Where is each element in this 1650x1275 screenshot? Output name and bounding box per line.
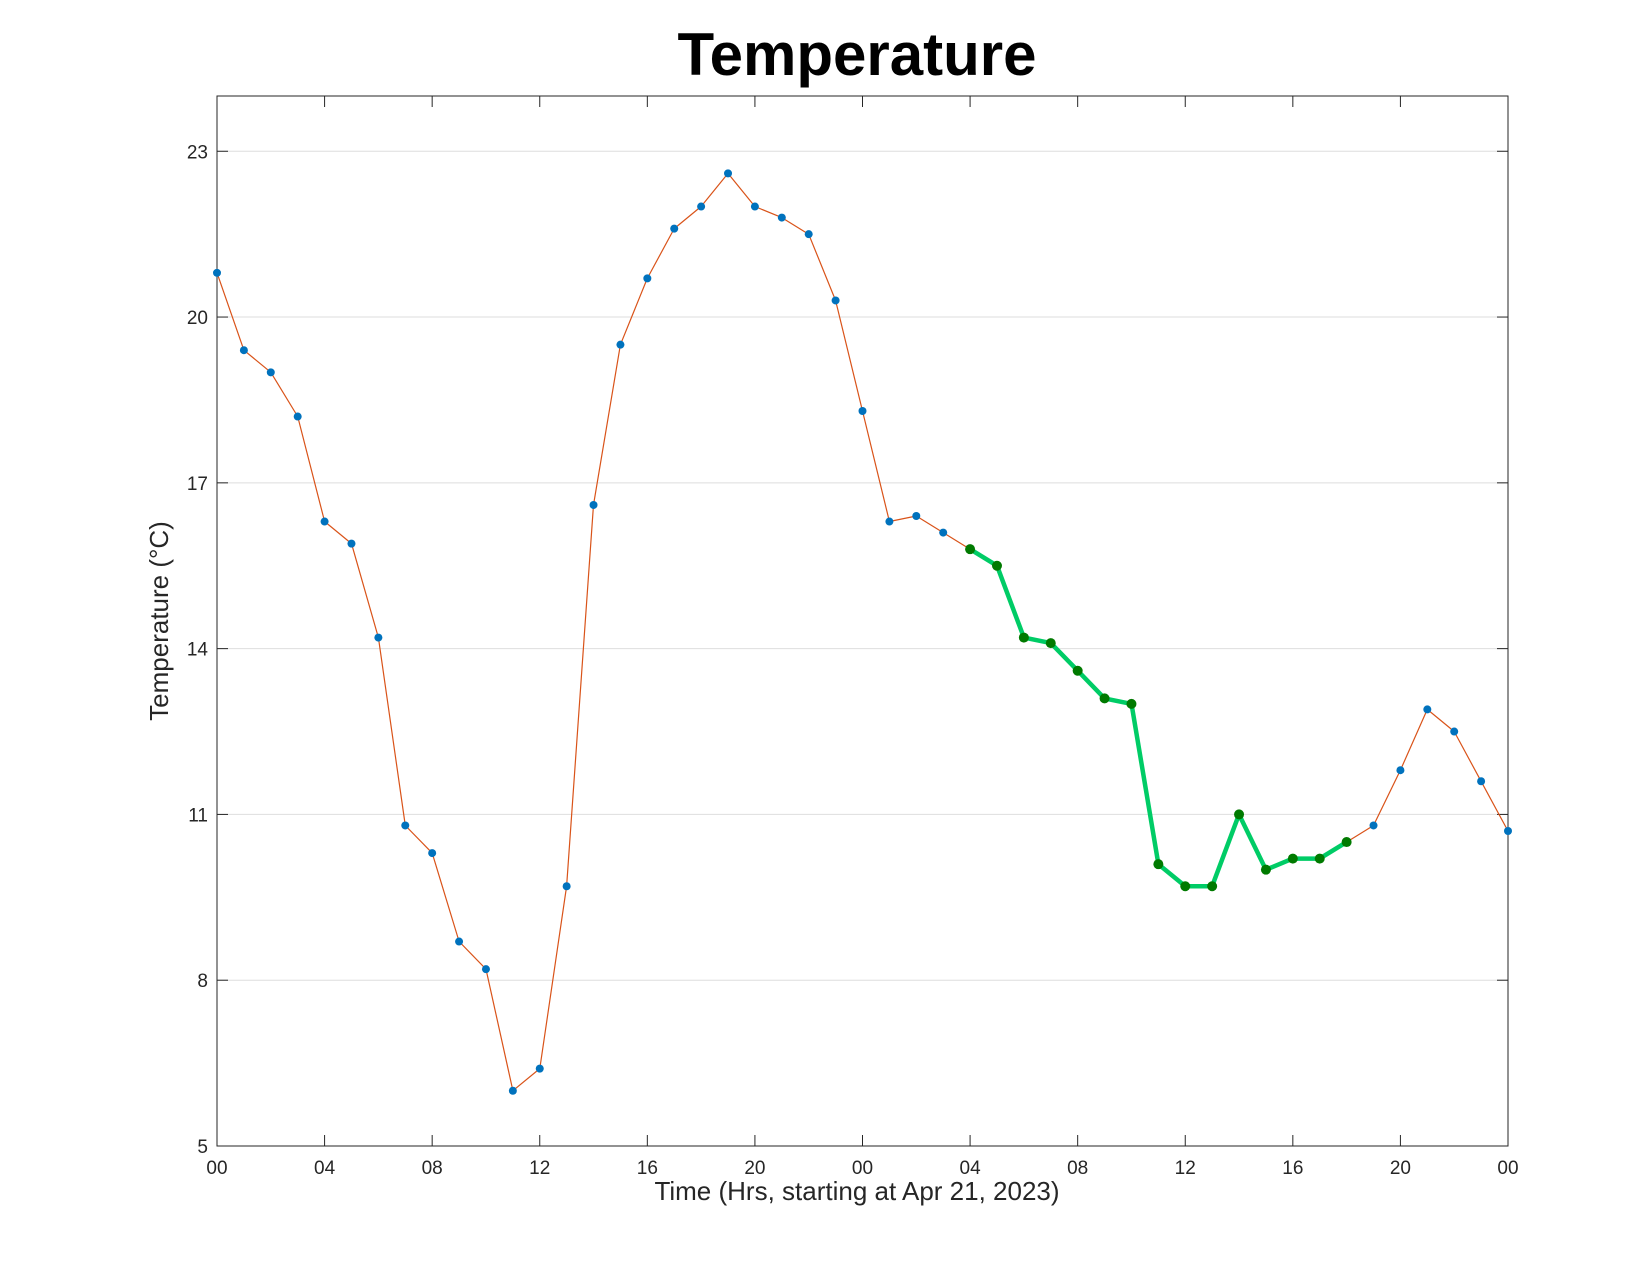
highlighted-data-point	[1018, 632, 1029, 643]
data-point	[508, 1086, 517, 1095]
highlighted-data-point	[1260, 864, 1271, 875]
data-point	[1504, 827, 1512, 835]
data-point	[697, 202, 706, 211]
highlighted-data-point	[1341, 837, 1352, 848]
y-tick-label: 23	[187, 142, 208, 163]
axis-ticks: 5 8 11 14 17 20 23 00 04 08 12 16 20 00 04 08 12 16 20 00	[187, 96, 1519, 1179]
x-tick-label: 20	[1390, 1158, 1411, 1179]
data-point	[670, 224, 679, 233]
x-tick-label: 12	[1175, 1158, 1196, 1179]
highlighted-data-point	[1153, 859, 1164, 870]
data-point	[750, 202, 759, 211]
highlighted-data-point	[1287, 853, 1298, 864]
data-point	[481, 965, 490, 974]
x-axis-label: Time (Hrs, starting at Apr 21, 2023)	[654, 1176, 1059, 1206]
data-point	[831, 296, 840, 305]
data-point	[939, 528, 948, 537]
data-point	[428, 849, 437, 858]
data-point	[885, 517, 894, 526]
y-axis-label: Temperature (°C)	[144, 521, 174, 721]
y-tick-label: 14	[187, 640, 209, 661]
x-tick-label: 00	[206, 1158, 227, 1179]
highlighted-data-point	[1180, 881, 1191, 892]
y-tick-label: 17	[187, 474, 208, 495]
data-point	[374, 633, 383, 642]
highlighted-data-point	[1099, 693, 1110, 704]
data-point	[455, 937, 464, 946]
data-series	[213, 169, 1512, 1095]
highlighted-data-point	[965, 544, 976, 555]
data-point	[266, 368, 275, 377]
highlighted-data-point	[1126, 698, 1137, 709]
data-point	[1423, 705, 1432, 714]
highlighted-data-point	[1207, 881, 1218, 892]
highlighted-data-point	[1314, 853, 1325, 864]
x-tick-label: 12	[529, 1158, 550, 1179]
x-tick-label: 08	[422, 1158, 443, 1179]
data-point	[401, 821, 410, 830]
data-point	[858, 407, 867, 415]
data-point	[293, 412, 302, 421]
data-point	[1396, 766, 1405, 775]
y-tick-label: 20	[187, 308, 208, 329]
x-tick-label: 16	[1282, 1158, 1303, 1179]
data-point	[643, 274, 652, 283]
highlighted-data-point	[1045, 638, 1056, 649]
data-point	[562, 882, 571, 891]
x-tick-label: 04	[314, 1158, 336, 1179]
data-point	[912, 512, 921, 520]
y-tick-label: 11	[188, 805, 208, 826]
x-tick-label: 04	[960, 1158, 982, 1179]
data-point	[1477, 777, 1486, 786]
data-point	[535, 1064, 544, 1073]
data-point	[724, 169, 733, 178]
y-tick-label: 8	[197, 971, 208, 992]
highlighted-data-point	[1072, 665, 1083, 676]
data-point	[1369, 821, 1378, 830]
highlighted-data-point	[991, 560, 1002, 571]
x-tick-label: 00	[852, 1158, 873, 1179]
chart-title: Temperature	[677, 21, 1036, 88]
data-point	[213, 268, 221, 277]
data-point	[777, 213, 786, 222]
data-point	[239, 346, 248, 355]
highlighted-data-point	[1234, 809, 1245, 820]
x-tick-label: 16	[637, 1158, 658, 1179]
data-point	[320, 517, 329, 526]
x-tick-label: 00	[1497, 1158, 1518, 1179]
grid-lines	[217, 150, 1508, 981]
y-tick-label: 5	[197, 1137, 208, 1158]
x-tick-label: 20	[744, 1158, 765, 1179]
data-point	[347, 539, 356, 548]
data-point	[589, 500, 598, 509]
data-point	[804, 230, 813, 239]
data-point	[616, 340, 625, 349]
data-point	[1450, 727, 1459, 736]
x-tick-label: 08	[1067, 1158, 1088, 1179]
